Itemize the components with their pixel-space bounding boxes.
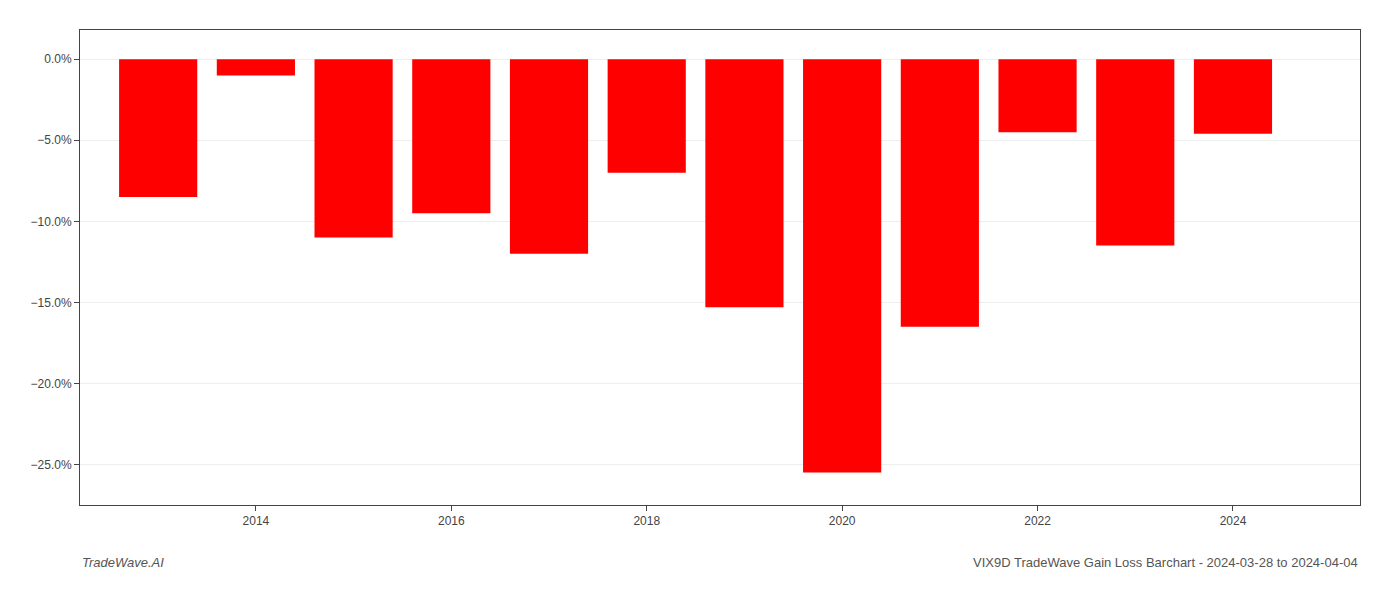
svg-text:0.0%: 0.0% — [44, 52, 72, 66]
svg-text:−15.0%: −15.0% — [31, 296, 72, 310]
svg-text:2024: 2024 — [1220, 514, 1247, 528]
svg-text:2016: 2016 — [438, 514, 465, 528]
svg-text:2014: 2014 — [243, 514, 270, 528]
svg-text:2020: 2020 — [829, 514, 856, 528]
svg-text:2022: 2022 — [1024, 514, 1051, 528]
svg-text:TradeWave.AI: TradeWave.AI — [82, 555, 164, 570]
svg-text:VIX9D TradeWave Gain Loss Barc: VIX9D TradeWave Gain Loss Barchart - 202… — [973, 555, 1358, 570]
svg-text:2018: 2018 — [633, 514, 660, 528]
svg-text:−25.0%: −25.0% — [31, 458, 72, 472]
svg-text:−5.0%: −5.0% — [37, 133, 72, 147]
svg-text:−20.0%: −20.0% — [31, 377, 72, 391]
svg-text:−10.0%: −10.0% — [31, 215, 72, 229]
